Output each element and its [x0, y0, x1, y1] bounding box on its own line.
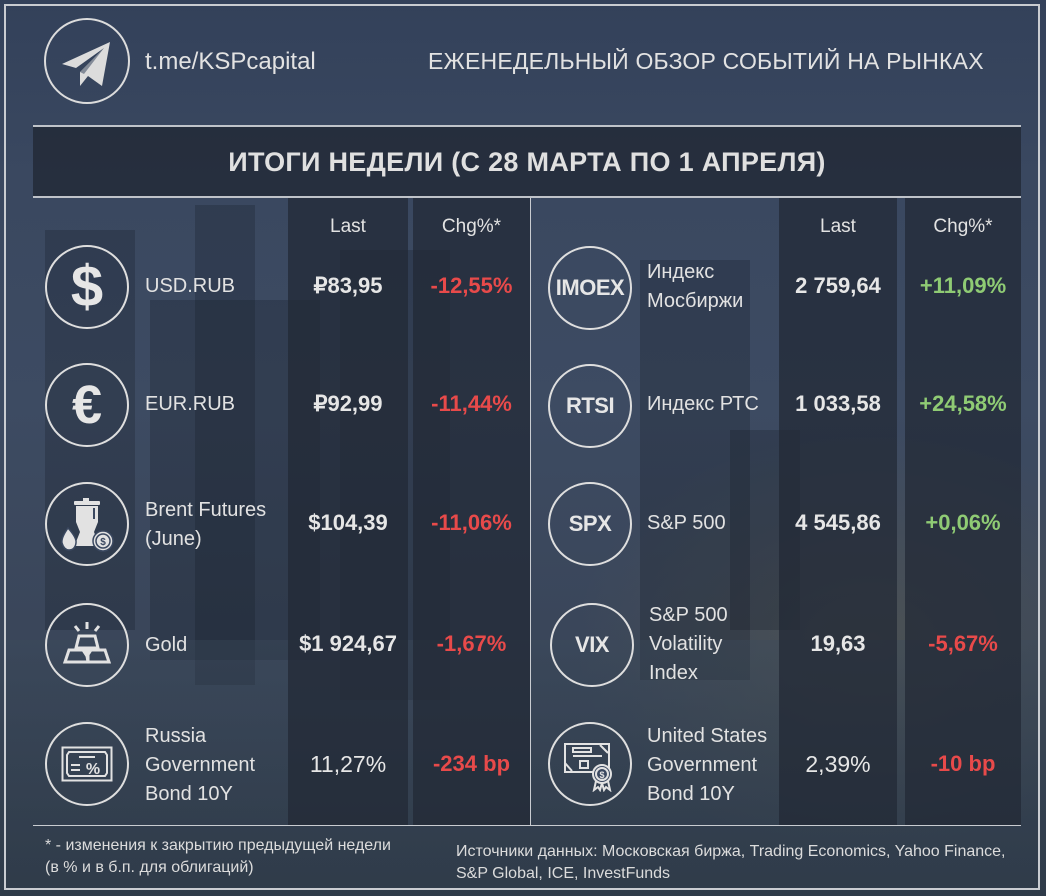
- telegram-icon: [62, 42, 110, 86]
- bottom-divider: [33, 825, 1021, 826]
- last-value: $104,39: [308, 510, 388, 535]
- instrument-name: Индекс Мосбиржи: [647, 261, 744, 312]
- svg-text:$: $: [100, 537, 106, 548]
- last-value: $1 924,67: [299, 631, 397, 656]
- oil-barrel-glyph: $: [61, 498, 114, 552]
- change-value: -11,06%: [431, 510, 512, 535]
- left-change-column: [413, 198, 530, 825]
- last-value: 11,27%: [309, 751, 387, 777]
- svg-text:%: %: [86, 761, 100, 778]
- change-value: +11,09%: [919, 273, 1007, 298]
- imoex-ticker-badge: IMOEX: [548, 246, 632, 330]
- last-value: 1 033,58: [795, 391, 881, 416]
- change-value: +0,06%: [925, 510, 1001, 535]
- right-change-header: Chg%*: [933, 216, 993, 237]
- change-value: -5,67%: [928, 631, 998, 656]
- left-last-header: Last: [330, 216, 366, 237]
- instrument-name: United States Government Bond 10Y: [647, 725, 768, 805]
- last-value: 2,39%: [805, 751, 871, 777]
- instrument-name: Индекс РТС: [647, 393, 759, 415]
- right-change-column: [905, 198, 1021, 825]
- vix-ticker-badge: VIX: [550, 603, 634, 687]
- left-change-header: Chg%*: [441, 216, 502, 237]
- bond-certificate-glyph: %: [61, 746, 113, 782]
- last-value: 4 545,86: [795, 510, 881, 535]
- us-bond-certificate-icon: $: [548, 722, 632, 806]
- instrument-name: Gold: [145, 634, 188, 656]
- report-title: ЕЖЕНЕДЕЛЬНЫЙ ОБЗОР СОБЫТИЙ НА РЫНКАХ: [428, 48, 984, 74]
- us-bond-certificate-glyph: $: [564, 743, 612, 792]
- change-value: -12,55%: [430, 273, 513, 298]
- instrument-name: Russia Government Bond 10Y: [145, 725, 256, 805]
- telegram-link[interactable]: t.me/KSPcapital: [145, 48, 316, 75]
- center-divider: [530, 198, 531, 825]
- rtsi-ticker-badge: RTSI: [548, 364, 632, 448]
- bond-certificate-icon: %: [45, 722, 129, 806]
- svg-text:$: $: [599, 770, 604, 780]
- week-summary-banner: ИТОГИ НЕДЕЛИ (С 28 МАРТА ПО 1 АПРЕЛЯ): [33, 125, 1021, 198]
- spx-ticker-badge: SPX: [548, 482, 632, 566]
- outer-frame: [4, 4, 1040, 890]
- change-value: +24,58%: [919, 391, 1007, 416]
- data-sources: Источники данных: Московская биржа, Trad…: [456, 843, 1006, 882]
- euro-icon: €: [45, 363, 129, 447]
- left-last-column: [288, 198, 408, 825]
- right-last-header: Last: [820, 216, 856, 237]
- instrument-name: Brent Futures (June): [145, 499, 267, 550]
- last-value: ₽92,99: [313, 391, 383, 416]
- change-value: -11,44%: [431, 391, 512, 416]
- gold-bars-icon: [45, 603, 129, 687]
- last-value: 19,63: [810, 631, 866, 656]
- change-value: -234 bp: [432, 751, 511, 776]
- instrument-name: USD.RUB: [145, 275, 236, 297]
- footnote: * - изменения к закрытию предыдущей неде…: [45, 837, 391, 876]
- last-value: 2 759,64: [795, 273, 881, 298]
- gold-bars-glyph: [62, 622, 112, 664]
- banner-title: ИТОГИ НЕДЕЛИ (С 28 МАРТА ПО 1 АПРЕЛЯ): [228, 147, 826, 177]
- instrument-name: S&P 500: [647, 512, 726, 534]
- oil-barrel-icon: $: [45, 482, 129, 566]
- instrument-name: S&P 500 Volatility Index: [649, 604, 728, 684]
- change-value: -10 bp: [930, 751, 996, 776]
- right-last-column: [779, 198, 897, 825]
- instrument-name: EUR.RUB: [145, 393, 236, 415]
- dollar-icon: $: [45, 245, 129, 329]
- change-value: -1,67%: [436, 631, 507, 656]
- telegram-logo[interactable]: [44, 18, 130, 104]
- last-value: ₽83,95: [313, 273, 383, 298]
